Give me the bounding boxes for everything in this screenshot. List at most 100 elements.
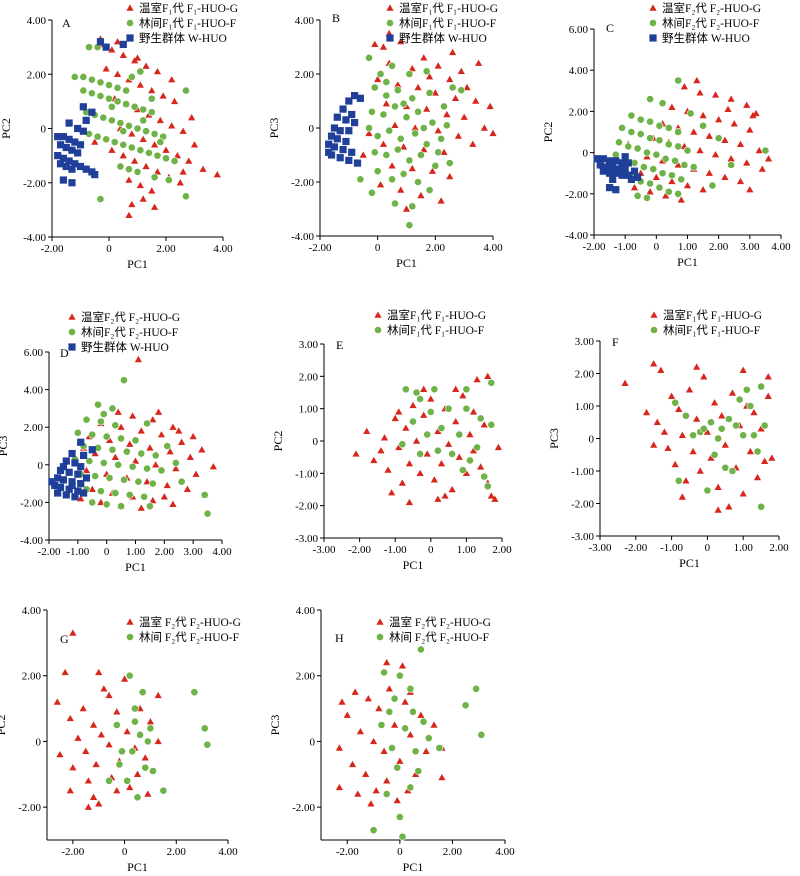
y-tick-label: 4.00 [24,385,44,397]
triangle-point [136,81,144,88]
circle-point [134,477,143,486]
triangle-point [178,438,186,445]
circle-point [136,146,145,155]
square-point [325,148,333,156]
triangle-point [113,787,121,794]
circle-point [367,107,376,116]
triangle-point [162,146,170,153]
triangle-point [682,477,690,484]
square-point [54,133,62,141]
circle-point [94,400,102,409]
x-tick-label: 0 [428,544,434,556]
circle-point [458,466,467,474]
data-points [325,29,497,230]
circle-point [444,404,453,413]
circle-point [416,645,425,654]
square-point [80,451,88,459]
x-tick-label: -3.00 [589,542,612,554]
triangle-point [746,447,754,455]
triangle-point [402,424,410,431]
circle-point [408,202,417,211]
square-point [71,138,79,146]
x-tick-label: 0 [104,546,110,558]
x-tick-label: -2.00 [348,544,371,556]
circle-point [91,472,100,480]
triangle-point [149,416,157,423]
triangle-point [113,38,122,45]
square-point [621,165,629,173]
y-axis-label: PC3 [0,436,10,457]
triangle-point [84,777,92,784]
triangle-point [66,787,74,794]
y-tick-label: 2.00 [299,371,319,383]
triangle-point [736,177,745,185]
legend-circle-marker [126,633,134,641]
circle-point [388,62,396,70]
triangle-point [448,485,456,493]
circle-point [102,500,111,509]
triangle-point [159,92,167,99]
circle-point [757,502,765,511]
square-point [62,491,70,499]
triangle-point [434,127,442,134]
circle-point [141,763,150,772]
data-points [54,35,221,218]
panel-e: -3.00 -2.00 -1.00 0 1.00 2.00 -3.00 -2.00 -1.00 0… [271,308,512,572]
circle-point [683,146,692,155]
square-point [339,146,347,154]
triangle-point [420,411,428,418]
triangle-point [114,408,122,415]
triangle-point [79,704,87,712]
triangle-point [348,760,357,768]
triangle-point [400,143,408,150]
triangle-point [696,89,704,96]
circle-point [710,450,719,459]
circle-point [99,113,108,122]
circle-point [119,140,128,149]
triangle-point [678,431,686,438]
circle-point [649,165,658,173]
triangle-point [693,415,701,422]
y-tick-label: 2.00 [27,69,47,81]
triangle-point [445,440,453,447]
circle-point [127,143,136,152]
triangle-point [469,140,477,147]
y-tick-label: -2.00 [565,189,588,201]
x-tick-label: -2.00 [61,846,84,858]
panel-label: A [62,16,71,30]
circle-point [425,186,434,194]
legend-label: 林间 F₂代 F₂-HUO-F [389,630,489,644]
circle-point [405,70,414,78]
y-tick-label: 1.00 [299,404,319,416]
square-point [74,124,82,133]
legend-label: 温室 F₂代 F₂-HUO-G [139,615,241,629]
triangle-point [142,162,150,170]
circle-point [732,421,740,430]
square-point [68,481,76,490]
circle-point [382,91,391,100]
square-point [327,132,336,140]
triangle-point [190,141,199,148]
circle-point [131,717,139,726]
circle-point [164,176,173,184]
circle-point [409,707,417,716]
square-point [330,124,339,132]
circle-point [97,417,105,426]
triangle-point [126,440,134,447]
y-axis-label: PC2 [0,715,8,736]
square-point [618,159,626,167]
x-tick-label: 2.00 [492,544,512,556]
triangle-point [209,463,217,470]
circle-point [689,163,698,171]
circle-point [131,436,140,445]
circle-point [99,459,108,467]
circle-point [133,124,142,133]
square-point [56,160,65,168]
circle-point [99,410,108,418]
triangle-point [459,392,467,399]
circle-point [714,134,723,143]
triangle-point [423,105,431,112]
square-point [62,143,70,152]
